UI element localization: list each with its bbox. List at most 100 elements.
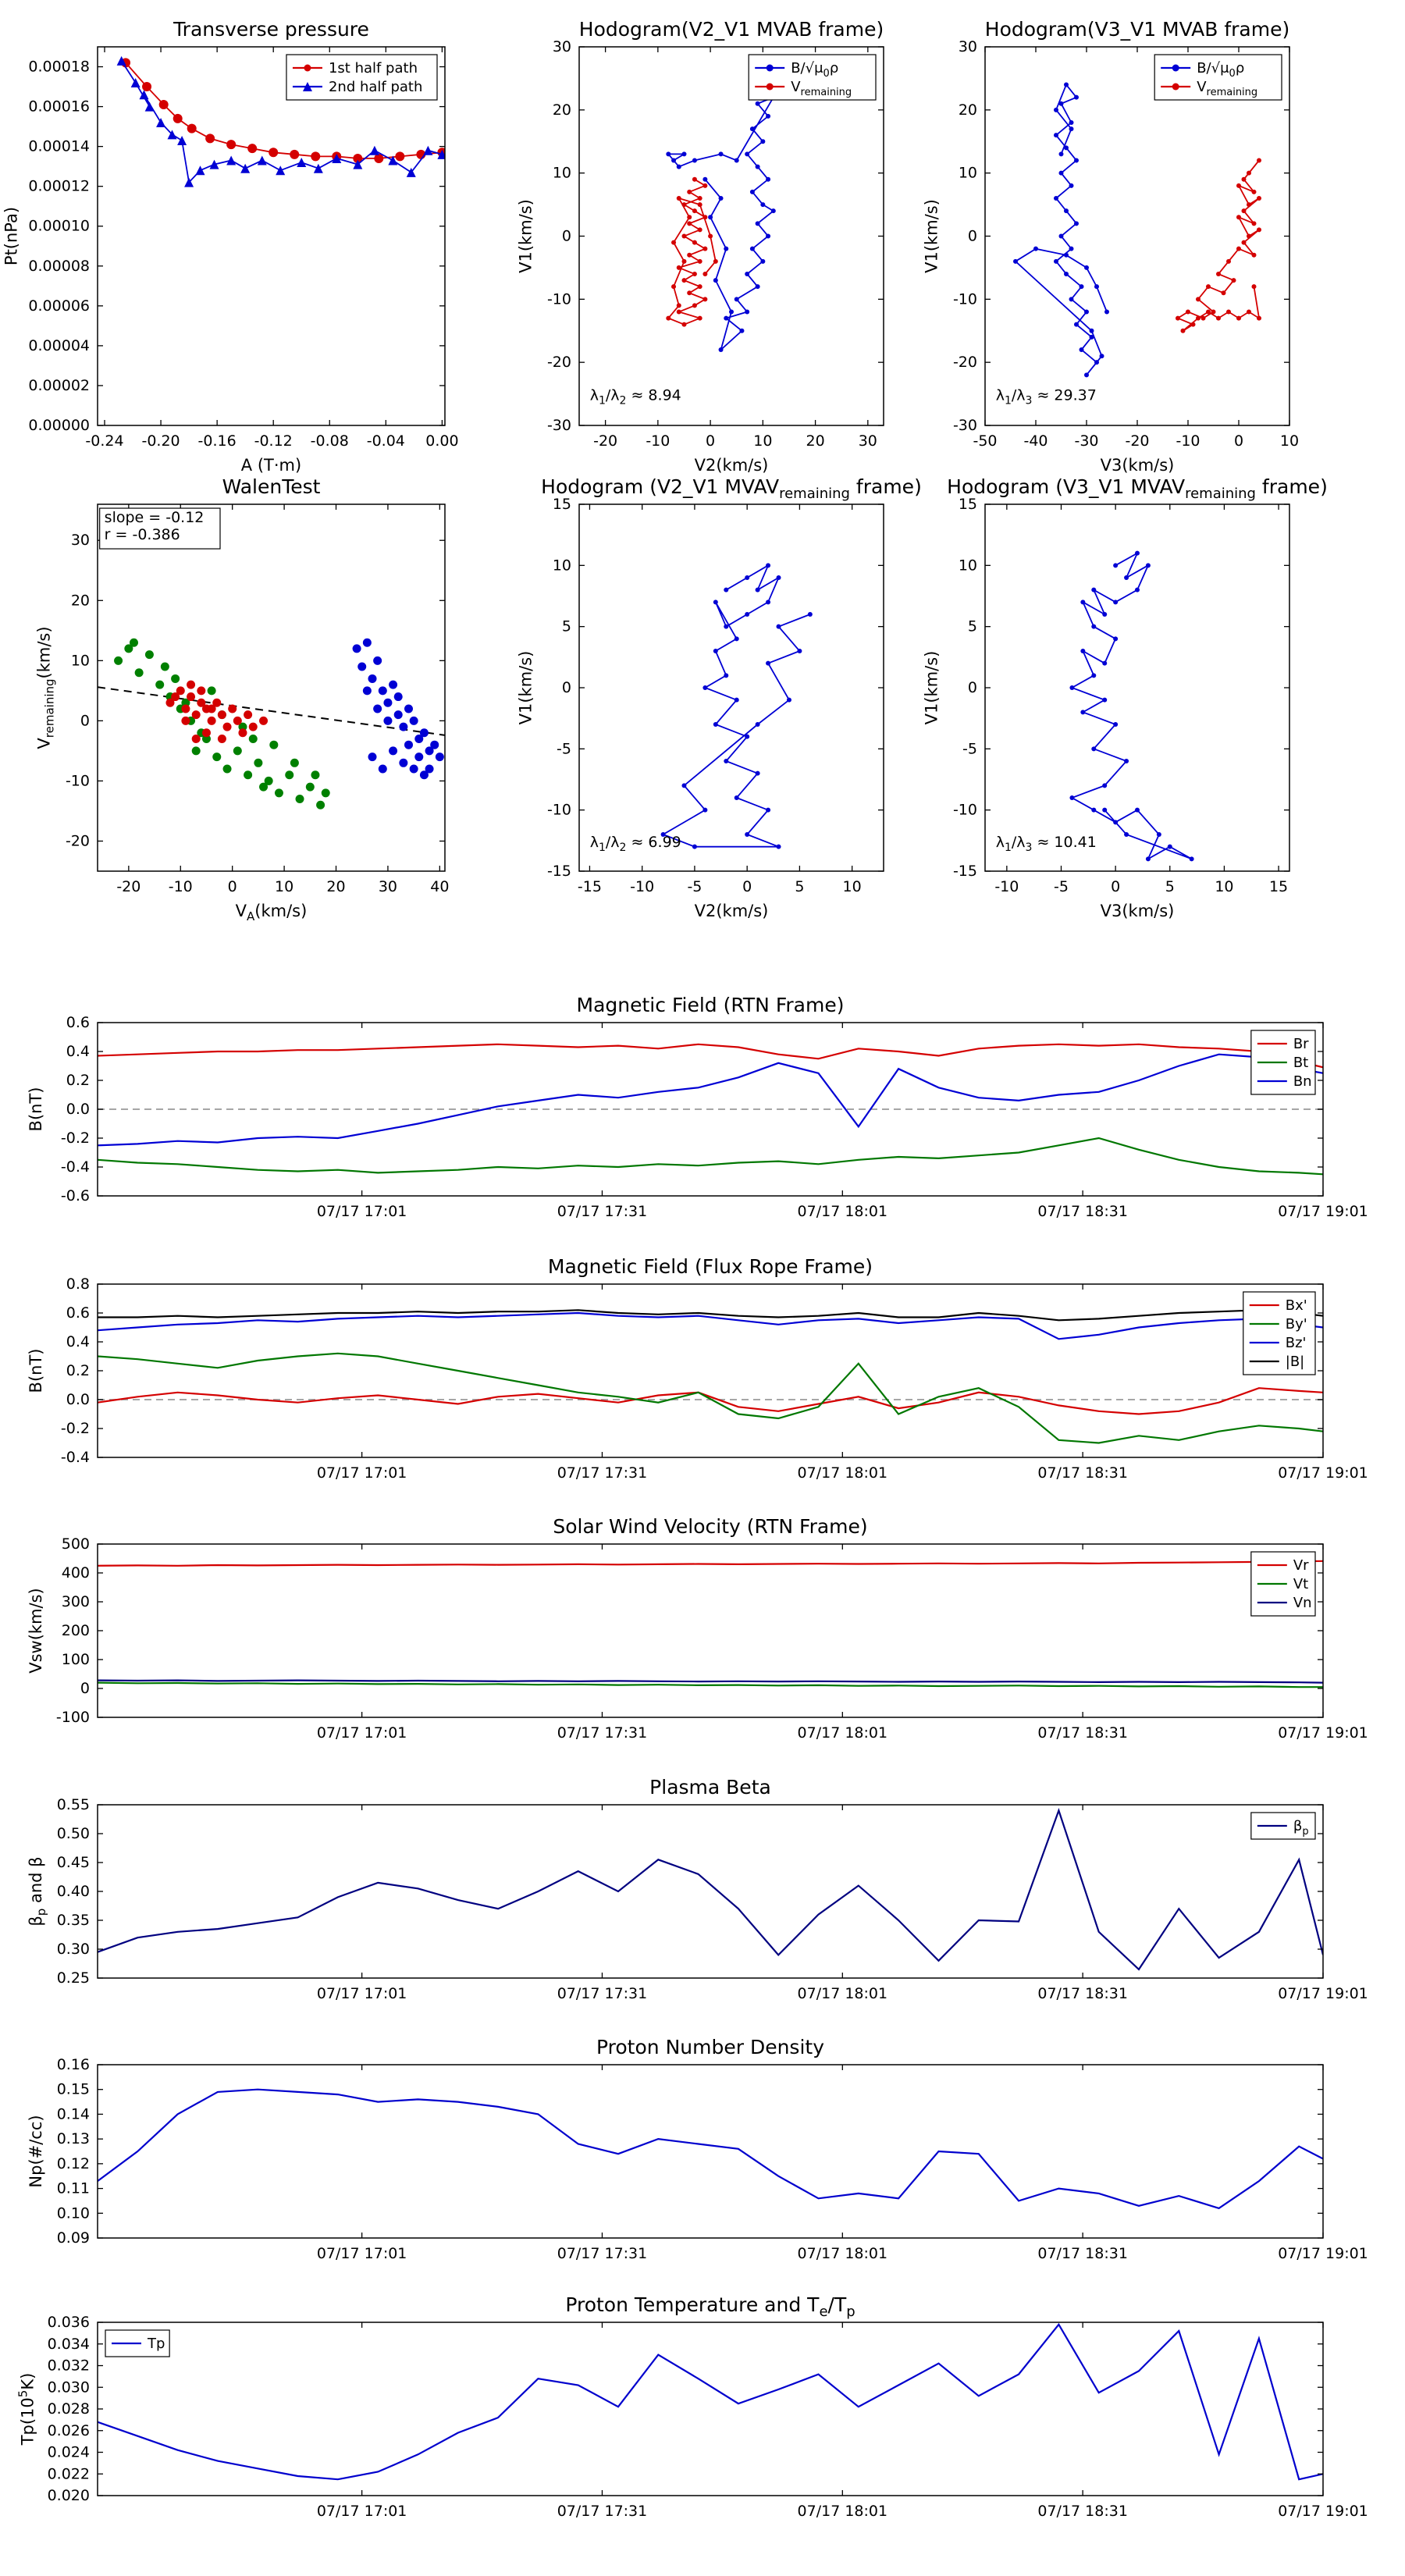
svg-text:-0.2: -0.2 — [61, 1420, 90, 1437]
svg-text:100: 100 — [62, 1651, 90, 1668]
svg-text:07/17 17:01: 07/17 17:01 — [317, 2503, 407, 2520]
svg-text:07/17 19:01: 07/17 19:01 — [1278, 1203, 1368, 1220]
svg-text:V1(km/s): V1(km/s) — [517, 651, 535, 725]
svg-text:10: 10 — [553, 557, 571, 574]
svg-text:Vn: Vn — [1293, 1595, 1312, 1611]
svg-text:20: 20 — [806, 432, 824, 450]
svg-text:Vr: Vr — [1293, 1557, 1309, 1574]
svg-text:20: 20 — [326, 878, 345, 895]
svg-text:Tp(105K): Tp(105K) — [16, 2373, 37, 2446]
svg-text:V3(km/s): V3(km/s) — [1101, 456, 1175, 475]
svg-text:40: 40 — [430, 878, 449, 895]
svg-text:5: 5 — [968, 618, 977, 635]
svg-text:Hodogram(V2_V1 MVAB frame): Hodogram(V2_V1 MVAB frame) — [579, 18, 884, 41]
svg-text:-100: -100 — [56, 1709, 90, 1726]
svg-text:0.2: 0.2 — [66, 1072, 90, 1089]
svg-text:0.8: 0.8 — [66, 1276, 90, 1293]
svg-text:07/17 17:01: 07/17 17:01 — [317, 1203, 407, 1220]
svg-text:0: 0 — [80, 712, 90, 729]
svg-text:0: 0 — [1111, 878, 1120, 895]
svg-text:-20: -20 — [547, 354, 571, 371]
svg-text:-10: -10 — [953, 802, 977, 819]
svg-text:07/17 17:31: 07/17 17:31 — [557, 1724, 648, 1742]
svg-text:10: 10 — [959, 165, 977, 182]
svg-text:07/17 18:01: 07/17 18:01 — [798, 1724, 888, 1742]
svg-text:07/17 18:01: 07/17 18:01 — [798, 1203, 888, 1220]
svg-text:0.6: 0.6 — [66, 1014, 90, 1031]
svg-text:-5: -5 — [962, 740, 977, 757]
svg-text:0: 0 — [1234, 432, 1243, 450]
svg-text:07/17 18:31: 07/17 18:31 — [1037, 2503, 1128, 2520]
svg-text:0.45: 0.45 — [57, 1854, 90, 1871]
svg-text:10: 10 — [843, 878, 862, 895]
svg-text:0.00002: 0.00002 — [28, 377, 90, 394]
svg-text:-0.08: -0.08 — [311, 432, 349, 450]
svg-text:-0.4: -0.4 — [61, 1158, 90, 1176]
svg-text:07/17 17:31: 07/17 17:31 — [557, 2503, 648, 2520]
svg-text:B(nT): B(nT) — [27, 1349, 45, 1393]
svg-text:Vremaining: Vremaining — [791, 79, 852, 98]
svg-text:07/17 17:01: 07/17 17:01 — [317, 2245, 407, 2262]
svg-text:07/17 18:01: 07/17 18:01 — [798, 2245, 888, 2262]
svg-text:07/17 18:31: 07/17 18:31 — [1037, 1985, 1128, 2002]
svg-text:-5: -5 — [557, 740, 571, 757]
svg-text:-30: -30 — [1074, 432, 1098, 450]
chart-hodogram-v2v1-mvab: -20 -10 0 10 20 30 -30 -20 -10 0 10 20 30 Hodogram(V2… — [517, 18, 884, 475]
svg-text:Hodogram (V2_V1 MVAVremaining: Hodogram (V2_V1 MVAVremaining frame) — [541, 475, 922, 502]
svg-text:0: 0 — [742, 878, 752, 895]
svg-text:WalenTest: WalenTest — [222, 475, 321, 498]
svg-text:0.030: 0.030 — [48, 2379, 90, 2396]
svg-text:30: 30 — [71, 532, 90, 549]
svg-text:07/17 18:01: 07/17 18:01 — [798, 1985, 888, 2002]
svg-text:Bx': Bx' — [1286, 1297, 1307, 1314]
svg-text:0.25: 0.25 — [57, 1969, 90, 1987]
svg-text:By': By' — [1286, 1316, 1307, 1332]
svg-text:B(nT): B(nT) — [27, 1087, 45, 1132]
svg-text:07/17 17:31: 07/17 17:31 — [557, 1985, 648, 2002]
svg-text:-20: -20 — [1125, 432, 1149, 450]
svg-text:|B|: |B| — [1286, 1354, 1304, 1370]
svg-text:07/17 19:01: 07/17 19:01 — [1278, 1985, 1368, 2002]
svg-text:15: 15 — [959, 496, 977, 513]
svg-text:Proton Temperature and Te/Tp: Proton Temperature and Te/Tp — [565, 2293, 855, 2320]
svg-text:Vsw(km/s): Vsw(km/s) — [27, 1588, 45, 1674]
svg-text:0.40: 0.40 — [57, 1883, 90, 1900]
svg-text:Vt: Vt — [1293, 1576, 1308, 1592]
svg-text:Solar Wind Velocity (RTN Frame: Solar Wind Velocity (RTN Frame) — [553, 1515, 867, 1538]
svg-text:0.020: 0.020 — [48, 2487, 90, 2504]
chart-solar-wind-velocity: 07/17 17:01 07/17 17:31 07/17 18:01 07/17 1… — [27, 1515, 1368, 1742]
svg-text:0.30: 0.30 — [57, 1941, 90, 1958]
svg-text:07/17 18:01: 07/17 18:01 — [798, 2503, 888, 2520]
svg-text:07/17 17:01: 07/17 17:01 — [317, 1464, 407, 1482]
svg-text:200: 200 — [62, 1622, 90, 1639]
chart-plasma-beta: 07/17 17:01 07/17 17:31 07/17 18:01 07/17 1… — [27, 1776, 1368, 2002]
svg-text:-50: -50 — [973, 432, 997, 450]
chart-walen-test: -20 -10 0 10 20 30 40 -20 -10 0 10 20 30 WalenTest VA(… — [35, 475, 450, 923]
svg-text:0.4: 0.4 — [66, 1333, 90, 1350]
legend-transverse-pressure: 1st half path 2nd half path — [286, 54, 438, 101]
svg-text:0.10: 0.10 — [57, 2204, 90, 2222]
svg-text:0.09: 0.09 — [57, 2229, 90, 2247]
svg-text:λ1/λ2 ≈ 8.94: λ1/λ2 ≈ 8.94 — [590, 387, 681, 407]
svg-text:0.00018: 0.00018 — [28, 59, 90, 76]
svg-text:0.028: 0.028 — [48, 2400, 90, 2418]
svg-text:0.034: 0.034 — [48, 2336, 90, 2353]
svg-text:10: 10 — [553, 165, 571, 182]
svg-text:500: 500 — [62, 1535, 90, 1553]
svg-text:0.022: 0.022 — [48, 2465, 90, 2482]
svg-text:0: 0 — [80, 1680, 90, 1697]
svg-text:400: 400 — [62, 1564, 90, 1582]
svg-text:0.2: 0.2 — [66, 1362, 90, 1379]
svg-text:-20: -20 — [593, 432, 617, 450]
svg-text:VA(km/s): VA(km/s) — [236, 902, 308, 923]
svg-text:-30: -30 — [953, 417, 977, 434]
svg-text:0.00: 0.00 — [425, 432, 458, 450]
svg-text:07/17 18:31: 07/17 18:31 — [1037, 1724, 1128, 1742]
svg-text:0: 0 — [562, 679, 571, 696]
svg-text:λ1/λ3 ≈ 29.37: λ1/λ3 ≈ 29.37 — [996, 387, 1097, 407]
legend-solar-wind-velocity: Vr Vt Vn — [1250, 1551, 1316, 1617]
svg-text:07/17 18:31: 07/17 18:31 — [1037, 1464, 1128, 1482]
svg-text:Magnetic Field (RTN Frame): Magnetic Field (RTN Frame) — [577, 994, 845, 1016]
